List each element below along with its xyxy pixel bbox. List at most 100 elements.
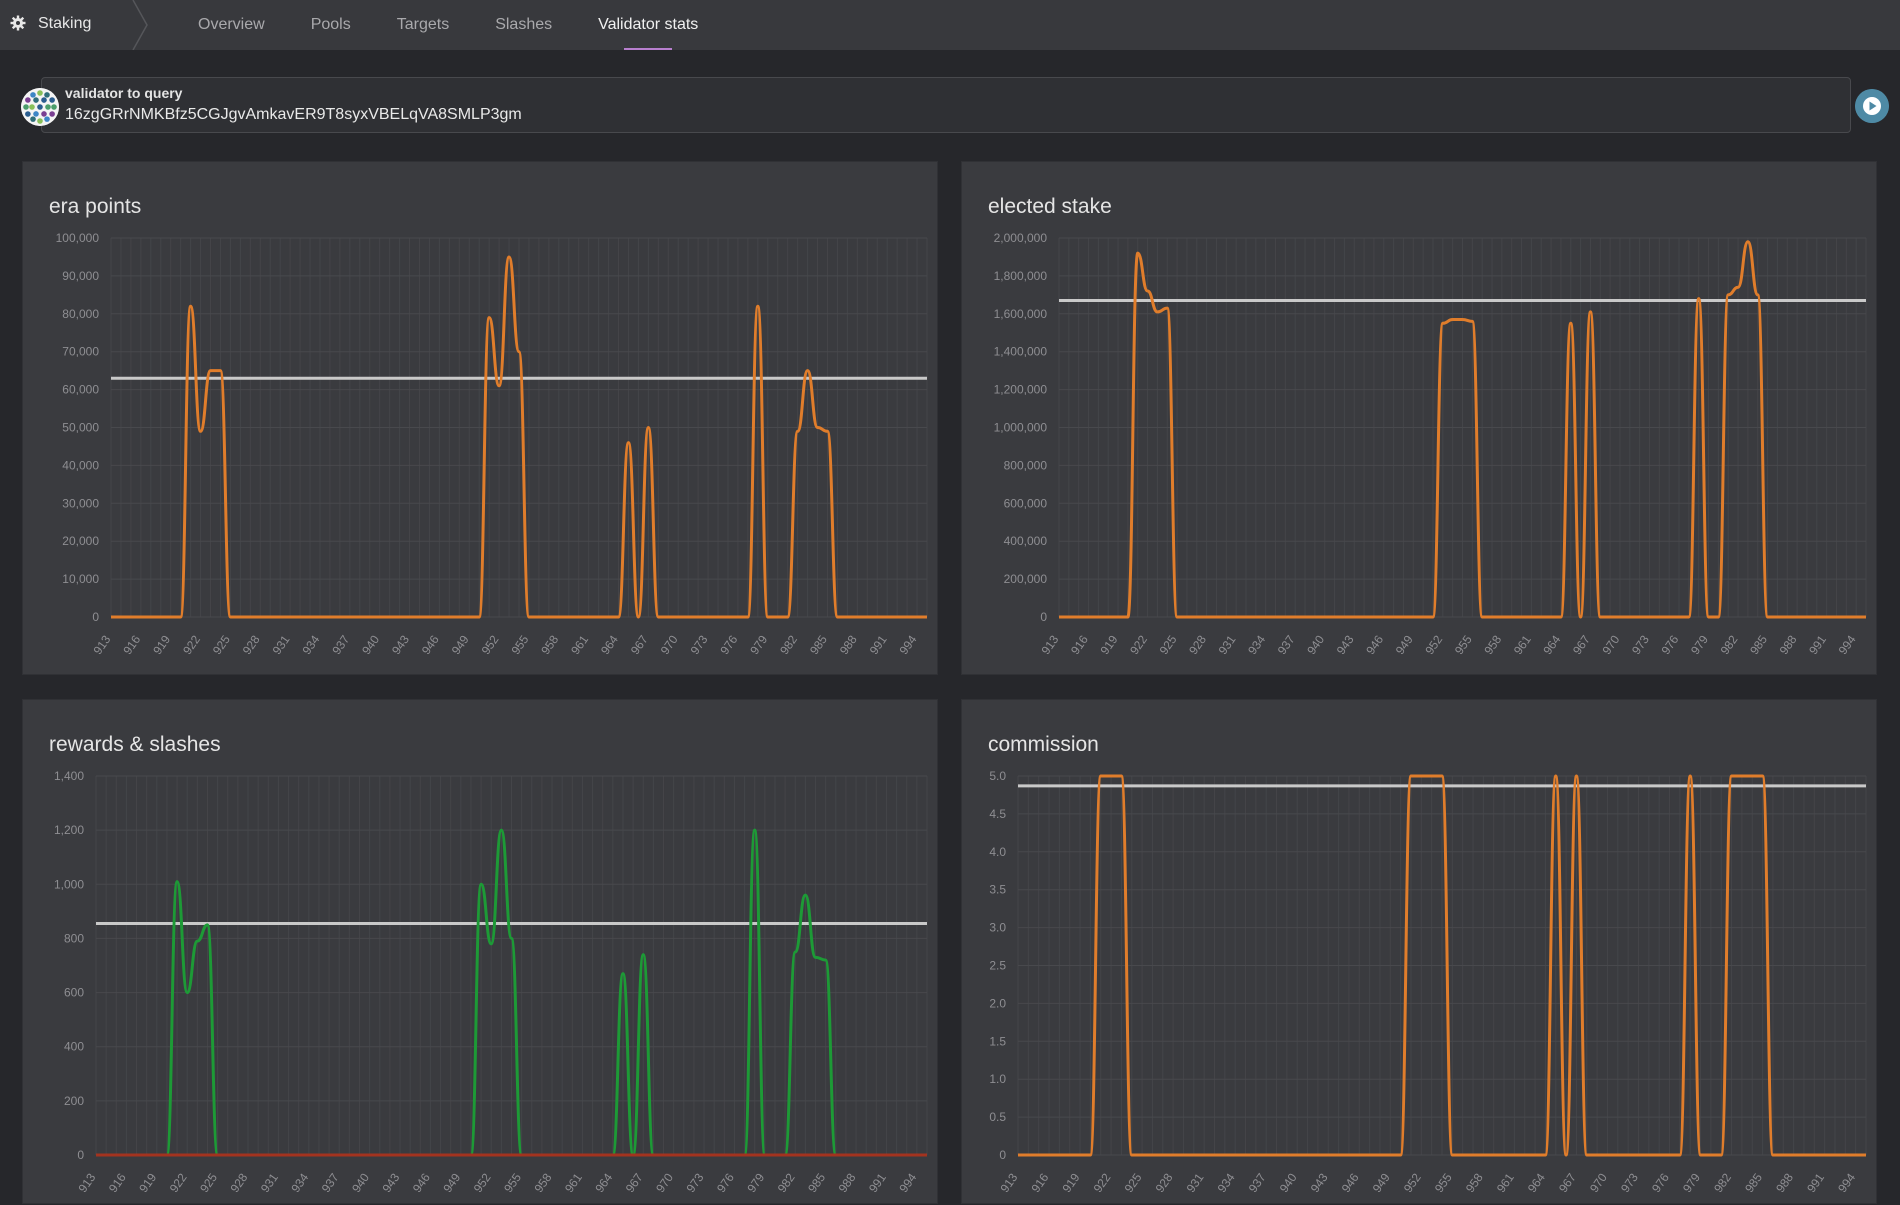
x-tick-label: 973 bbox=[1618, 1170, 1641, 1195]
run-query-button[interactable] bbox=[1855, 89, 1889, 123]
y-tick-label: 1,800,000 bbox=[994, 269, 1048, 283]
validator-identicon bbox=[21, 88, 59, 126]
x-tick-label: 937 bbox=[319, 1170, 342, 1195]
x-tick-label: 928 bbox=[228, 1170, 251, 1195]
x-tick-label: 970 bbox=[653, 1170, 676, 1195]
x-tick-label: 976 bbox=[714, 1170, 737, 1195]
y-tick-label: 2.0 bbox=[989, 996, 1006, 1010]
staking-breadcrumb[interactable]: Staking bbox=[0, 0, 150, 50]
x-tick-label: 946 bbox=[1339, 1170, 1362, 1195]
x-tick-label: 928 bbox=[1186, 632, 1209, 657]
y-tick-label: 800,000 bbox=[1004, 458, 1048, 472]
y-tick-label: 100,000 bbox=[56, 231, 100, 245]
tab-targets[interactable]: Targets bbox=[396, 16, 450, 33]
x-tick-label: 976 bbox=[1659, 632, 1682, 657]
x-tick-label: 916 bbox=[1068, 632, 1091, 657]
x-tick-label: 970 bbox=[658, 632, 681, 657]
x-tick-label: 913 bbox=[75, 1170, 98, 1195]
x-tick-label: 925 bbox=[210, 632, 233, 657]
tab-slashes[interactable]: Slashes bbox=[495, 16, 553, 33]
x-tick-label: 919 bbox=[150, 632, 173, 657]
x-tick-label: 964 bbox=[592, 1170, 615, 1195]
tab-overview[interactable]: Overview bbox=[198, 16, 265, 33]
x-tick-label: 985 bbox=[1742, 1170, 1765, 1195]
identicon-dot bbox=[49, 111, 55, 117]
elected-stake-series-line-0 bbox=[1058, 240, 1866, 619]
y-tick-label: 200 bbox=[64, 1094, 84, 1108]
x-tick-label: 961 bbox=[1494, 1170, 1517, 1195]
x-tick-label: 913 bbox=[997, 1170, 1020, 1195]
x-tick-label: 988 bbox=[1773, 1170, 1796, 1195]
y-tick-label: 1,000,000 bbox=[994, 421, 1048, 435]
x-tick-label: 961 bbox=[1511, 632, 1534, 657]
x-tick-label: 922 bbox=[180, 632, 203, 657]
y-tick-label: 600 bbox=[64, 986, 84, 1000]
x-tick-label: 913 bbox=[90, 632, 113, 657]
y-tick-label: 800 bbox=[64, 931, 84, 945]
identicon-dot bbox=[41, 111, 47, 117]
x-tick-label: 940 bbox=[349, 1170, 372, 1195]
x-tick-label: 913 bbox=[1038, 632, 1061, 657]
era-points-plot: 0 10,000 20,000 30,000 40,000 50,000 60,000 70,… bbox=[56, 231, 928, 657]
x-tick-label: 934 bbox=[1215, 1170, 1238, 1195]
x-tick-label: 970 bbox=[1599, 632, 1622, 657]
x-tick-label: 934 bbox=[299, 632, 322, 657]
y-tick-label: 10,000 bbox=[62, 572, 99, 586]
commission-plot: 0 0.5 1.0 1.5 2.0 2.5 3.0 3.5 4.0 4.5 5.0 913 916 919… bbox=[989, 769, 1867, 1195]
y-tick-label: 50,000 bbox=[62, 421, 99, 435]
tab-pools[interactable]: Pools bbox=[310, 16, 351, 33]
x-tick-label: 982 bbox=[777, 632, 800, 657]
y-tick-label: 1.5 bbox=[989, 1034, 1006, 1048]
y-tick-label: 90,000 bbox=[62, 269, 99, 283]
x-tick-label: 955 bbox=[501, 1170, 524, 1195]
x-tick-label: 916 bbox=[1029, 1170, 1052, 1195]
x-tick-label: 949 bbox=[1393, 632, 1416, 657]
y-tick-label: 0 bbox=[999, 1148, 1006, 1162]
tab-bar: Overview Pools Targets Slashes Validator… bbox=[175, 0, 721, 50]
validator-query-field[interactable]: validator to query 16zgGRrNMKBfz5CGJgvAm… bbox=[41, 77, 1851, 133]
identicon-dot bbox=[49, 97, 55, 103]
x-tick-label: 931 bbox=[270, 632, 293, 657]
x-tick-label: 994 bbox=[896, 1170, 919, 1195]
identicon-dot bbox=[37, 104, 43, 110]
y-tick-label: 1,400,000 bbox=[994, 345, 1048, 359]
identicon-dot bbox=[51, 104, 57, 110]
x-tick-label: 949 bbox=[449, 632, 472, 657]
identicon-dot bbox=[30, 116, 36, 122]
x-tick-label: 922 bbox=[1127, 632, 1150, 657]
x-tick-label: 967 bbox=[628, 632, 651, 657]
x-tick-label: 919 bbox=[1098, 632, 1121, 657]
x-tick-label: 958 bbox=[1463, 1170, 1486, 1195]
identicon-dot bbox=[44, 92, 50, 98]
x-tick-label: 934 bbox=[1245, 632, 1268, 657]
y-tick-label: 1,600,000 bbox=[994, 307, 1048, 321]
y-tick-label: 5.0 bbox=[989, 769, 1006, 783]
x-tick-label: 982 bbox=[775, 1170, 798, 1195]
y-tick-label: 3.5 bbox=[989, 883, 1006, 897]
x-tick-label: 994 bbox=[1836, 632, 1859, 657]
x-tick-label: 979 bbox=[1688, 632, 1711, 657]
tab-validator-stats[interactable]: Validator stats bbox=[575, 0, 721, 50]
x-tick-label: 985 bbox=[807, 632, 830, 657]
x-tick-label: 982 bbox=[1718, 632, 1741, 657]
validator-query-input[interactable]: 16zgGRrNMKBfz5CGJgvAmkavER9T8syxVBELqVA8… bbox=[65, 106, 522, 123]
y-tick-label: 200,000 bbox=[1004, 572, 1048, 586]
y-tick-label: 1,000 bbox=[54, 877, 84, 891]
commission-series-line-0 bbox=[1017, 774, 1866, 1157]
x-tick-label: 955 bbox=[508, 632, 531, 657]
x-tick-label: 958 bbox=[1481, 632, 1504, 657]
x-tick-label: 979 bbox=[747, 632, 770, 657]
x-tick-label: 985 bbox=[805, 1170, 828, 1195]
x-tick-label: 988 bbox=[837, 632, 860, 657]
x-tick-label: 958 bbox=[538, 632, 561, 657]
x-tick-label: 946 bbox=[419, 632, 442, 657]
chart-title: commission bbox=[988, 733, 1099, 756]
x-tick-label: 991 bbox=[866, 1170, 889, 1195]
y-tick-label: 0 bbox=[1040, 610, 1047, 624]
x-tick-label: 925 bbox=[1157, 632, 1180, 657]
y-tick-label: 4.5 bbox=[989, 807, 1006, 821]
rewards-slashes-chart: rewards & slashes 0 200 400 600 800 1,000 1,20… bbox=[22, 699, 938, 1204]
y-tick-label: 60,000 bbox=[62, 383, 99, 397]
x-tick-label: 964 bbox=[598, 632, 621, 657]
y-tick-label: 2.5 bbox=[989, 959, 1006, 973]
